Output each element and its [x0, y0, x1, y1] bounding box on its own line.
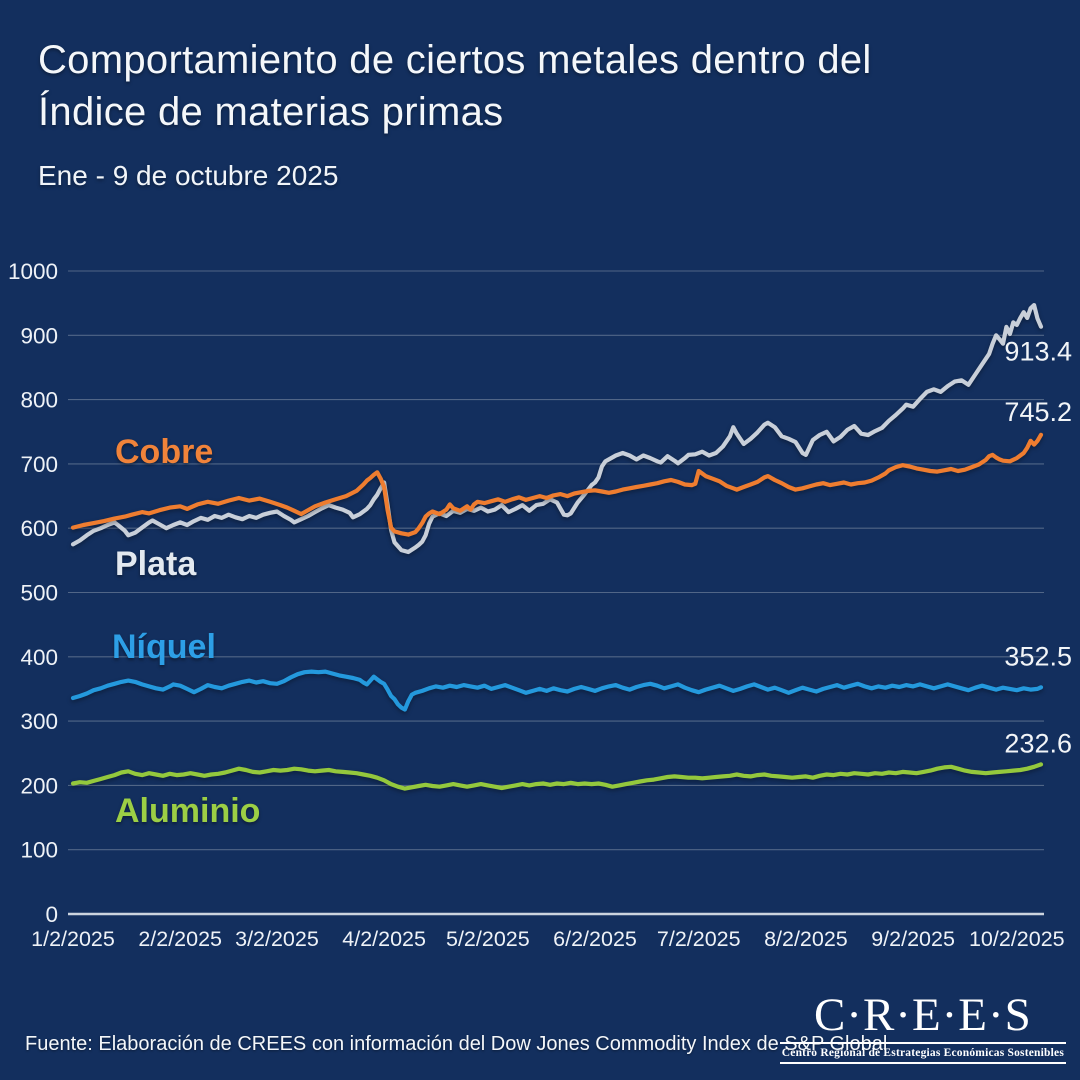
x-tick-label-5/2/2025: 5/2/2025 [446, 927, 530, 951]
page-title-line1: Comportamiento de ciertos metales dentro… [38, 38, 872, 82]
end-value-label-cobre: 745.2 [1004, 397, 1072, 427]
y-tick-label-400: 400 [20, 645, 58, 670]
series-label-níquel: Níquel [112, 628, 216, 666]
x-tick-label-1/2/2025: 1/2/2025 [31, 927, 115, 951]
crees-logo: C·R·E·E·S Centro Regional de Estrategias… [779, 989, 1066, 1064]
y-tick-label-0: 0 [45, 902, 58, 927]
footer: Fuente: Elaboración de CREES con informa… [0, 960, 1080, 1080]
end-value-label-níquel: 352.5 [1004, 641, 1072, 671]
x-tick-label-10/2/2025: 10/2/2025 [969, 927, 1065, 951]
x-tick-label-9/2/2025: 9/2/2025 [871, 927, 955, 951]
y-tick-label-900: 900 [20, 323, 58, 348]
page-title-line2: Índice de materias primas [38, 90, 504, 134]
source-note: Fuente: Elaboración de CREES con informa… [25, 1033, 888, 1055]
header: Comportamiento de ciertos metales dentro… [38, 34, 1050, 192]
series-line-cobre [70, 432, 1044, 537]
y-tick-label-1000: 1000 [8, 259, 58, 284]
y-tick-label-200: 200 [20, 773, 58, 798]
y-tick-label-100: 100 [20, 838, 58, 863]
y-tick-label-500: 500 [20, 581, 58, 606]
y-tick-label-800: 800 [20, 388, 58, 413]
end-value-label-aluminio: 232.6 [1004, 728, 1072, 758]
chart-area: 0 100 200 300 400 500 600 700 800 900 1000 1/2/2025… [0, 240, 1080, 960]
x-tick-label-7/2/2025: 7/2/2025 [657, 927, 741, 951]
metals-line-chart: 0 100 200 300 400 500 600 700 800 900 1000 1/2/2025… [8, 259, 1072, 951]
date-range-subtitle: Ene - 9 de octubre 2025 [38, 160, 339, 191]
series-line-plata [70, 302, 1044, 555]
x-tick-label-3/2/2025: 3/2/2025 [235, 927, 319, 951]
crees-logo-rule [779, 1042, 1066, 1044]
series-label-cobre: Cobre [115, 433, 213, 471]
y-tick-label-700: 700 [20, 452, 58, 477]
series-label-aluminio: Aluminio [115, 792, 260, 830]
x-tick-label-4/2/2025: 4/2/2025 [342, 927, 426, 951]
y-tick-label-300: 300 [20, 709, 58, 734]
y-tick-label-600: 600 [20, 516, 58, 541]
crees-logo-text: C·R·E·E·S [813, 989, 1032, 1041]
crees-logo-tagline: Centro Regional de Estrategias Económica… [779, 1046, 1066, 1064]
series-label-plata: Plata [115, 545, 197, 583]
series-line-aluminio [70, 762, 1044, 791]
series-line-níquel [70, 669, 1044, 712]
x-tick-label-6/2/2025: 6/2/2025 [553, 927, 637, 951]
end-value-label-plata: 913.4 [1004, 337, 1072, 367]
x-tick-label-2/2/2025: 2/2/2025 [138, 927, 222, 951]
page-title: Comportamiento de ciertos metales dentro… [38, 34, 1050, 138]
x-tick-label-8/2/2025: 8/2/2025 [764, 927, 848, 951]
